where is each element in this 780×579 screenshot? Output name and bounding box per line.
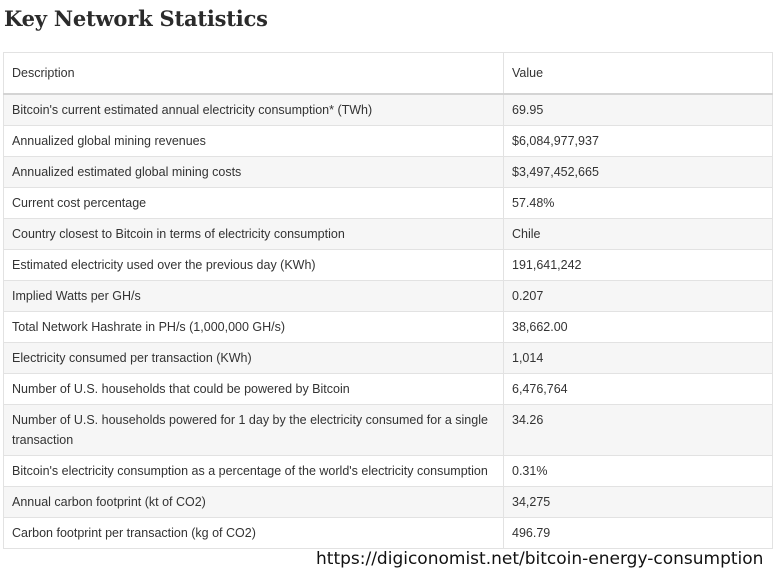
row-value: Chile <box>503 218 773 250</box>
table-row: Country closest to Bitcoin in terms of e… <box>3 218 773 250</box>
row-value: 38,662.00 <box>503 311 773 343</box>
table-row: Bitcoin's electricity consumption as a p… <box>3 455 773 487</box>
row-value: 34.26 <box>503 404 773 456</box>
row-value: 191,641,242 <box>503 249 773 281</box>
row-description: Current cost percentage <box>3 187 504 219</box>
table-row: Implied Watts per GH/s 0.207 <box>3 280 773 312</box>
table-row: Annualized global mining revenues $6,084… <box>3 125 773 157</box>
table-row: Annualized estimated global mining costs… <box>3 156 773 188</box>
row-description: Number of U.S. households powered for 1 … <box>3 404 504 456</box>
row-value: 1,014 <box>503 342 773 374</box>
column-header-value: Value <box>503 52 773 95</box>
row-value: 496.79 <box>503 517 773 549</box>
row-value: 57.48% <box>503 187 773 219</box>
row-description: Implied Watts per GH/s <box>3 280 504 312</box>
table-row: Carbon footprint per transaction (kg of … <box>3 517 773 549</box>
row-value: $6,084,977,937 <box>503 125 773 157</box>
row-value: 6,476,764 <box>503 373 773 405</box>
row-description: Bitcoin's current estimated annual elect… <box>3 93 504 126</box>
row-value: 0.207 <box>503 280 773 312</box>
table-row: Total Network Hashrate in PH/s (1,000,00… <box>3 311 773 343</box>
column-header-description: Description <box>3 52 504 95</box>
row-description: Number of U.S. households that could be … <box>3 373 504 405</box>
table-row: Bitcoin's current estimated annual elect… <box>3 93 773 126</box>
table-row: Annual carbon footprint (kt of CO2) 34,2… <box>3 486 773 518</box>
network-stats-table: Description Value Bitcoin's current esti… <box>3 52 773 549</box>
source-url: https://digiconomist.net/bitcoin-energy-… <box>316 549 764 569</box>
table-row: Number of U.S. households that could be … <box>3 373 773 405</box>
table-row: Number of U.S. households powered for 1 … <box>3 404 773 456</box>
row-description: Annualized global mining revenues <box>3 125 504 157</box>
row-value: 34,275 <box>503 486 773 518</box>
row-description: Annual carbon footprint (kt of CO2) <box>3 486 504 518</box>
row-value: 69.95 <box>503 93 773 126</box>
table-row: Estimated electricity used over the prev… <box>3 249 773 281</box>
table-header-row: Description Value <box>3 52 773 95</box>
page-title: Key Network Statistics <box>4 6 268 31</box>
row-description: Country closest to Bitcoin in terms of e… <box>3 218 504 250</box>
table-row: Current cost percentage 57.48% <box>3 187 773 219</box>
row-description: Total Network Hashrate in PH/s (1,000,00… <box>3 311 504 343</box>
row-description: Electricity consumed per transaction (KW… <box>3 342 504 374</box>
row-description: Carbon footprint per transaction (kg of … <box>3 517 504 549</box>
row-description: Bitcoin's electricity consumption as a p… <box>3 455 504 487</box>
table-row: Electricity consumed per transaction (KW… <box>3 342 773 374</box>
row-value: 0.31% <box>503 455 773 487</box>
row-value: $3,497,452,665 <box>503 156 773 188</box>
row-description: Estimated electricity used over the prev… <box>3 249 504 281</box>
row-description: Annualized estimated global mining costs <box>3 156 504 188</box>
